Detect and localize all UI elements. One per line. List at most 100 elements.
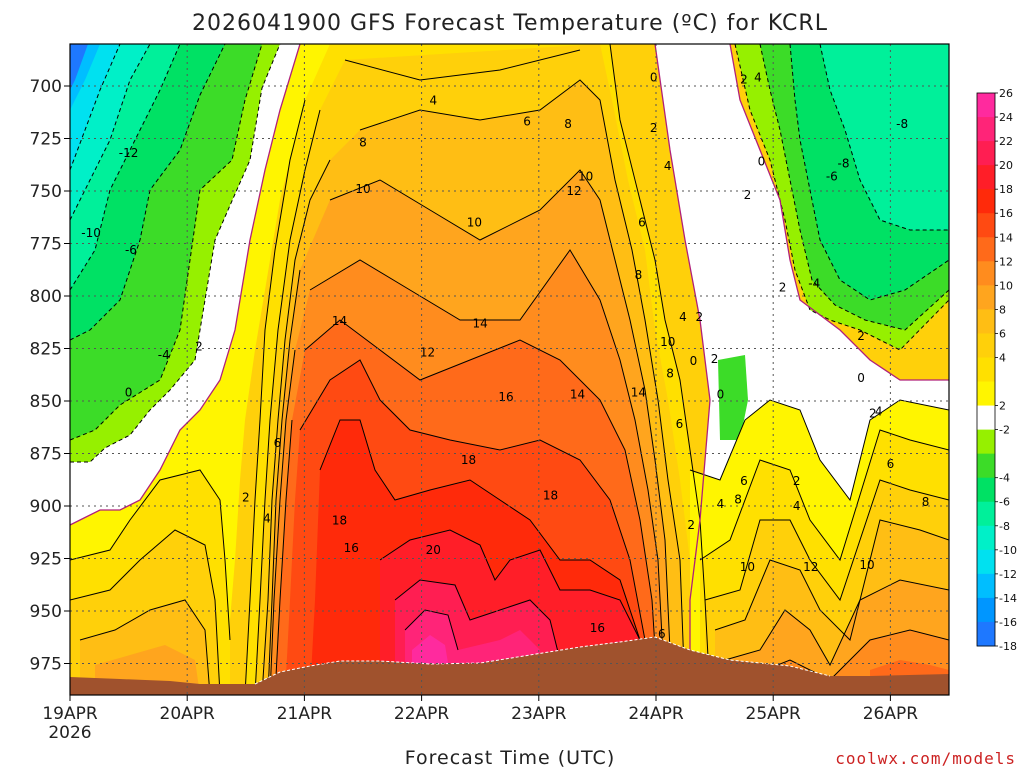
contour-label-text: -8	[896, 117, 908, 131]
chart-title: 2026041900 GFS Forecast Temperature (ºC)…	[192, 11, 828, 36]
contour-label-text: 16	[498, 390, 513, 404]
contour-label-text: 16	[344, 541, 359, 555]
contour-label: 8	[734, 493, 742, 507]
colorbar-band	[977, 309, 995, 334]
colorbar: 26 24 22 20 18 16 14 12 10 8 6 4 2 -2 -4 -6 -8 -10 -12 -14 -…	[976, 87, 1017, 653]
contour-label-text: 0	[758, 155, 766, 169]
colorbar-tick-label: -14	[999, 592, 1017, 605]
contour-label-text: 10	[859, 558, 874, 572]
colorbar-tick-label: 10	[999, 279, 1013, 292]
contour-label-text: 18	[461, 453, 476, 467]
contour-label: 2	[696, 310, 704, 324]
contour-label-text: 4	[429, 94, 437, 108]
contour-label: 14	[570, 388, 585, 402]
contour-label: 10	[660, 335, 675, 349]
colorbar-tick-label: 2	[999, 400, 1006, 413]
contour-label-text: 10	[740, 560, 755, 574]
colorbar-band	[977, 189, 995, 214]
contour-label-text: 6	[274, 436, 282, 450]
colorbar-tick-label: 20	[999, 159, 1013, 172]
colorbar-tick-label: 24	[999, 111, 1013, 124]
y-tick-label: 800	[30, 287, 62, 307]
contour-label-text: 2	[857, 329, 865, 343]
contour-label-text: 0	[717, 388, 725, 402]
colorbar-band	[977, 453, 995, 479]
contour-label: 4	[429, 94, 437, 108]
contour-label-text: 2	[740, 73, 748, 87]
contour-label-text: 10	[660, 335, 675, 349]
contour-label: 10	[355, 182, 370, 196]
contour-label: 16	[344, 541, 359, 555]
contour-label-text: 2	[650, 121, 658, 135]
contour-label: -4	[808, 276, 820, 290]
colorbar-band	[977, 141, 995, 166]
colorbar-band	[977, 381, 995, 407]
colorbar-tick-label: 18	[999, 183, 1013, 196]
contour-label-text: 4	[664, 159, 672, 173]
contour-label: 12	[420, 346, 435, 360]
x-tick-label: 19APR	[42, 704, 98, 724]
x-tick-year: 2026	[48, 723, 91, 743]
contour-label: 0	[125, 386, 133, 400]
contour-label: 2	[744, 188, 752, 202]
contour-label: 2	[740, 73, 748, 87]
contour-label-text: -4	[158, 348, 170, 362]
colorbar-tick-label: -16	[999, 616, 1017, 629]
y-tick-label: 925	[30, 550, 62, 570]
contour-label: 8	[922, 495, 930, 509]
contour-label: 4	[754, 71, 762, 85]
contour-label-text: 2	[869, 407, 877, 421]
colorbar-tick-label: 8	[999, 303, 1006, 316]
contour-label-text: -8	[838, 157, 850, 171]
contour-label-text: 2	[711, 352, 719, 366]
colorbar-tick-label: 14	[999, 231, 1013, 244]
plot-frame	[69, 43, 950, 696]
contour-label-text: 20	[426, 543, 441, 557]
contour-label-text: 8	[564, 117, 572, 131]
contour-label: -8	[896, 117, 908, 131]
contour-label-text: 0	[857, 371, 865, 385]
contour-label: 8	[666, 367, 674, 381]
contour-label: 0	[650, 71, 658, 85]
contour-label: 4	[875, 405, 883, 419]
colorbar-tick-label: -2	[999, 424, 1010, 437]
contour-label: 0	[758, 155, 766, 169]
colorbar-tick-label: -6	[999, 496, 1010, 509]
contour-label: 6	[274, 436, 282, 450]
y-axis: 700 725 750 775 800 825 850 875 900 925 950 975	[30, 77, 70, 675]
colorbar-band	[977, 621, 995, 647]
contour-label: 8	[359, 136, 367, 150]
contour-label-text: -12	[119, 146, 139, 160]
contour-label-text: 16	[590, 621, 605, 635]
contour-label-text: 14	[473, 316, 488, 330]
contour-label: 4	[679, 310, 687, 324]
contour-label-text: 12	[566, 184, 581, 198]
contour-label: 6	[638, 216, 646, 230]
contour-label: 18	[543, 489, 558, 503]
contour-label: 18	[332, 514, 347, 528]
contour-label: 14	[631, 386, 646, 400]
contour-label: 0	[690, 354, 698, 368]
colorbar-band	[977, 357, 995, 383]
contour-label: -12	[119, 146, 139, 160]
contour-label: 12	[803, 560, 818, 574]
contour-label: 0	[857, 371, 865, 385]
contour-label-text: 10	[578, 169, 593, 183]
colorbar-band	[977, 117, 995, 142]
contour-label-text: -6	[125, 243, 137, 257]
contour-label-text: 2	[744, 188, 752, 202]
contour-label-text: 8	[666, 367, 674, 381]
region-cold-minus18	[70, 44, 88, 90]
x-axis-label: Forecast Time (UTC)	[405, 747, 615, 768]
colorbar-band	[977, 549, 995, 575]
contour-label: 2	[869, 407, 877, 421]
y-tick-label: 700	[30, 77, 62, 97]
contour-label: 16	[590, 621, 605, 635]
contour-label: 6	[658, 627, 666, 641]
plot-area: -12-10-6-4202461418168104122018101416618…	[70, 44, 949, 695]
contour-label: 2	[242, 491, 250, 505]
contour-label: -8	[838, 157, 850, 171]
contour-label: 8	[635, 268, 643, 282]
contour-label: 8	[564, 117, 572, 131]
contour-label: 2	[650, 121, 658, 135]
